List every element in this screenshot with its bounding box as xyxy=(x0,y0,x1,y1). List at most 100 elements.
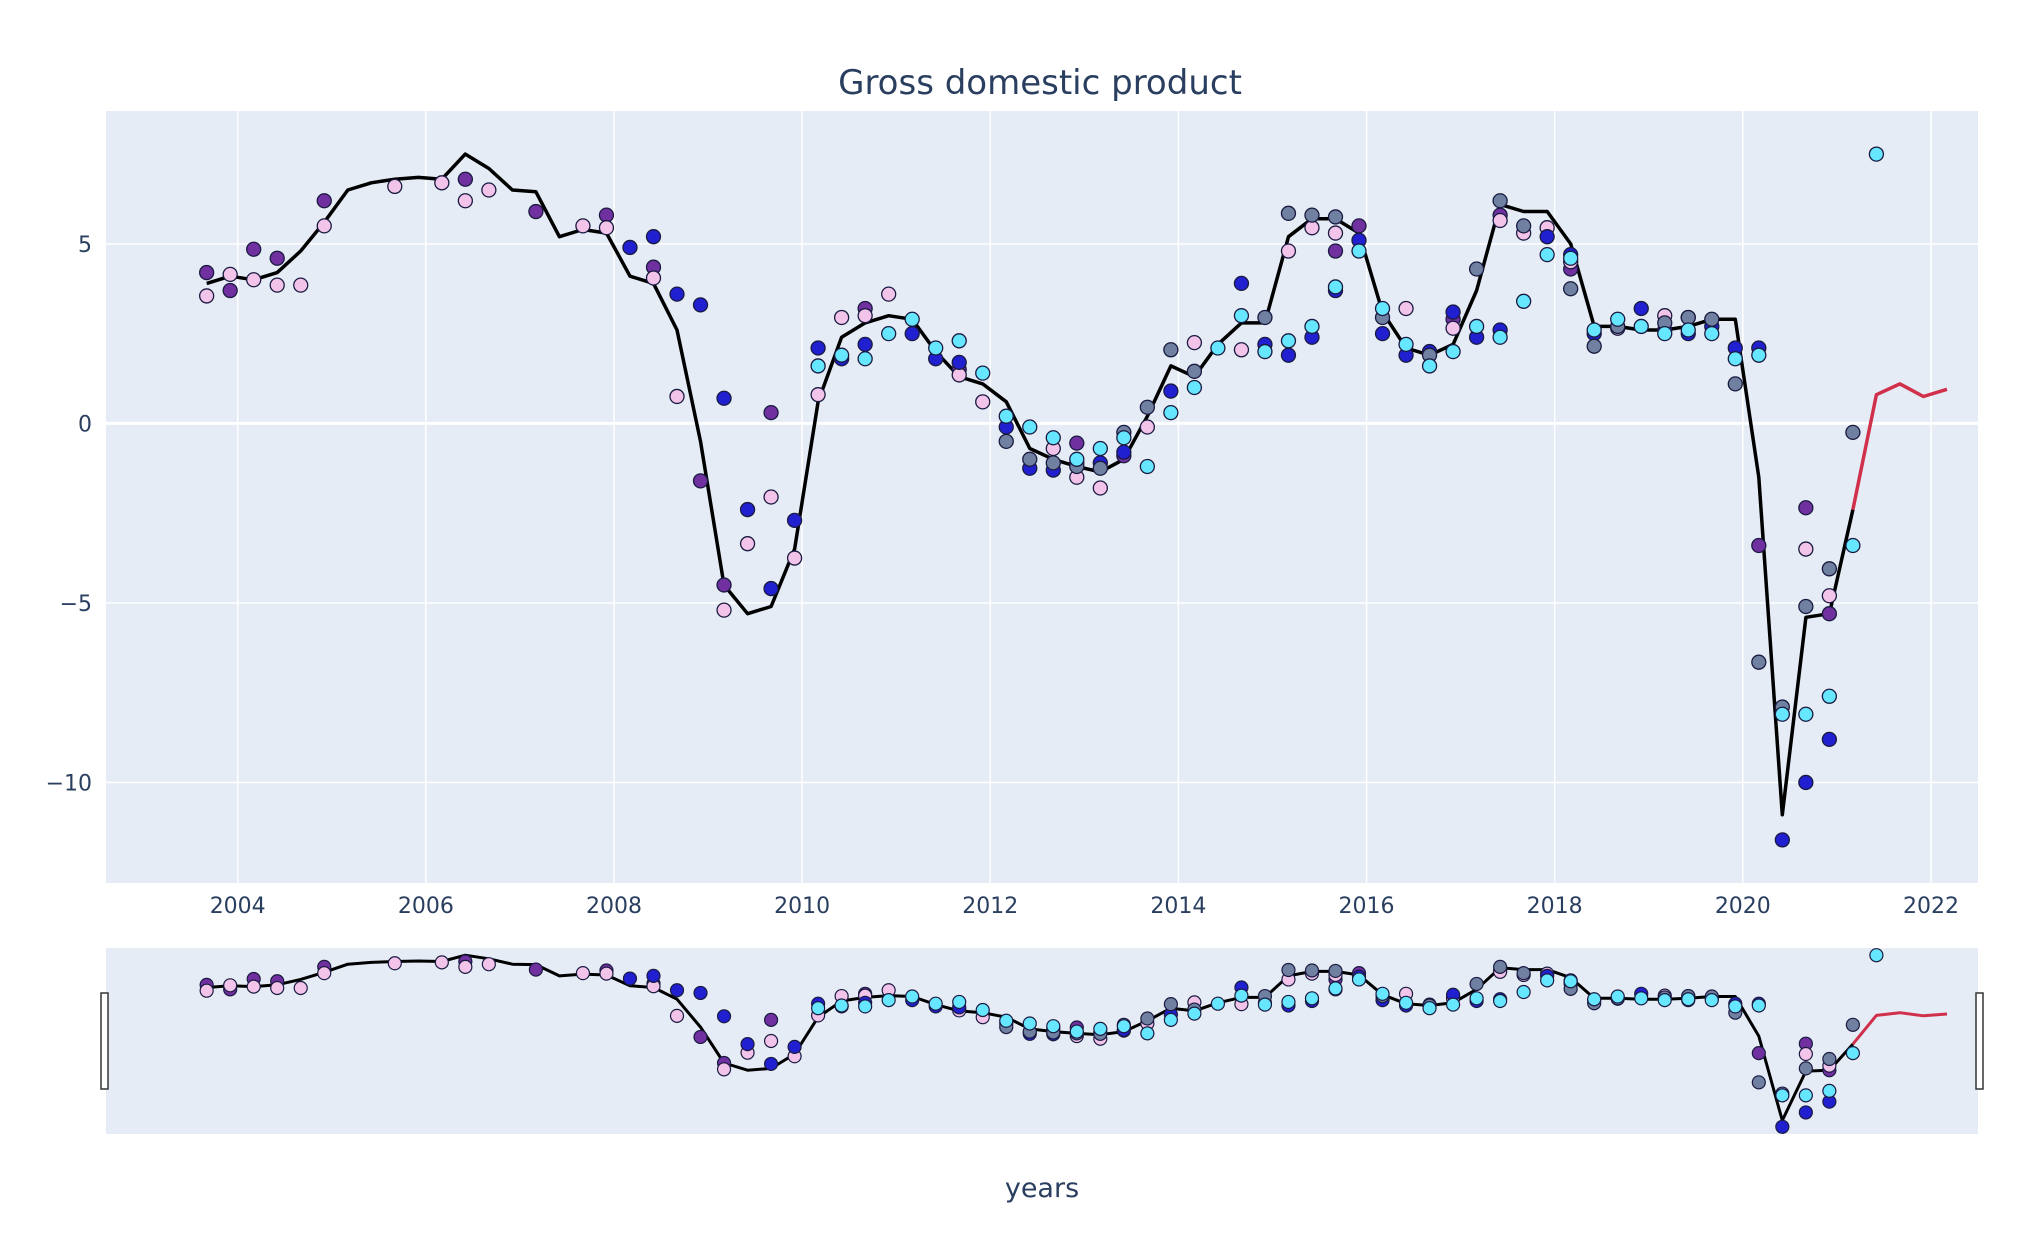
vintage-3-point[interactable] xyxy=(1233,275,1250,292)
vintage-1-point[interactable] xyxy=(457,171,473,187)
vintage-5-point[interactable] xyxy=(1139,458,1156,475)
vintage-3-point[interactable] xyxy=(786,512,803,528)
vintage-3-point[interactable] xyxy=(716,390,732,406)
vintage-5-point[interactable] xyxy=(1704,325,1720,342)
vintage-3-point[interactable] xyxy=(645,229,662,245)
vintage-1-point[interactable] xyxy=(1069,435,1085,451)
vintage-5-point[interactable] xyxy=(1257,343,1273,360)
vintage-2-point[interactable] xyxy=(293,277,309,293)
main-plot-area[interactable] xyxy=(106,111,1978,883)
vintage-2-point[interactable] xyxy=(1327,225,1344,241)
vintage-2-point[interactable] xyxy=(246,272,262,288)
vintage-4-point[interactable] xyxy=(1045,455,1061,471)
vintage-3-point[interactable] xyxy=(1539,229,1555,245)
vintage-5-point[interactable] xyxy=(1633,318,1649,335)
vintage-2-point[interactable] xyxy=(716,602,732,618)
vintage-5-point[interactable] xyxy=(1539,246,1555,263)
vintage-5-point[interactable] xyxy=(1468,318,1485,335)
vintage-5-point[interactable] xyxy=(881,325,897,342)
vintage-3-point[interactable] xyxy=(951,354,967,370)
vintage-4-point[interactable] xyxy=(1139,399,1156,415)
vintage-2-point[interactable] xyxy=(1233,342,1250,358)
vintage-5-point[interactable] xyxy=(1421,358,1438,374)
vintage-3-point[interactable] xyxy=(622,239,638,256)
vintage-4-point[interactable] xyxy=(1680,309,1696,326)
vintage-3-point[interactable] xyxy=(1163,383,1179,399)
vintage-3-point[interactable] xyxy=(1445,304,1461,320)
vintage-1-point[interactable] xyxy=(1751,537,1767,554)
vintage-5-point[interactable] xyxy=(1868,146,1885,162)
range-slider-left-handle[interactable] xyxy=(100,992,109,1090)
vintage-2-point[interactable] xyxy=(222,266,238,283)
vintage-5-point[interactable] xyxy=(1515,293,1532,309)
vintage-1-point[interactable] xyxy=(716,577,732,593)
vintage-5-point[interactable] xyxy=(1045,430,1061,446)
vintage-1-point[interactable] xyxy=(598,207,615,223)
vintage-1-point[interactable] xyxy=(1821,606,1838,622)
vintage-5-point[interactable] xyxy=(1233,308,1250,324)
vintage-4-point[interactable] xyxy=(1751,654,1767,670)
vintage-2-point[interactable] xyxy=(1798,541,1814,557)
vintage-2-point[interactable] xyxy=(457,193,473,209)
vintage-2-point[interactable] xyxy=(269,277,285,293)
vintage-4-point[interactable] xyxy=(1492,193,1508,209)
vintage-2-point[interactable] xyxy=(1445,320,1461,336)
vintage-3-point[interactable] xyxy=(763,580,779,597)
vintage-4-point[interactable] xyxy=(1515,218,1532,234)
vintage-5-point[interactable] xyxy=(1798,706,1814,722)
vintage-2-point[interactable] xyxy=(598,220,615,236)
vintage-1-point[interactable] xyxy=(269,250,285,266)
vintage-5-point[interactable] xyxy=(1116,430,1132,446)
vintage-5-point[interactable] xyxy=(1610,311,1626,327)
vintage-2-point[interactable] xyxy=(1492,212,1508,229)
vintage-3-point[interactable] xyxy=(1821,731,1838,748)
vintage-2-point[interactable] xyxy=(857,308,873,324)
vintage-2-point[interactable] xyxy=(481,182,497,198)
vintage-4-point[interactable] xyxy=(1727,376,1743,392)
vintage-5-point[interactable] xyxy=(975,365,991,381)
vintage-2-point[interactable] xyxy=(1186,334,1203,351)
vintage-1-point[interactable] xyxy=(316,193,332,209)
vintage-2-point[interactable] xyxy=(1304,220,1320,236)
vintage-4-point[interactable] xyxy=(1704,311,1720,327)
vintage-2-point[interactable] xyxy=(1398,300,1414,317)
vintage-4-point[interactable] xyxy=(1022,451,1038,467)
vintage-2-point[interactable] xyxy=(786,550,803,566)
vintage-2-point[interactable] xyxy=(810,387,826,403)
vintage-5-point[interactable] xyxy=(1022,419,1038,435)
range-slider-right-handle[interactable] xyxy=(1975,992,1984,1090)
vintage-5-point[interactable] xyxy=(1680,322,1696,338)
vintage-2-point[interactable] xyxy=(199,288,215,304)
vintage-5-point[interactable] xyxy=(1069,451,1085,467)
vintage-4-point[interactable] xyxy=(1163,342,1179,358)
vintage-5-point[interactable] xyxy=(1845,537,1861,554)
vintage-2-point[interactable] xyxy=(881,286,897,302)
vintage-4-point[interactable] xyxy=(1280,205,1297,221)
vintage-5-point[interactable] xyxy=(1092,440,1108,457)
vintage-5-point[interactable] xyxy=(951,333,967,349)
vintage-3-point[interactable] xyxy=(1374,325,1391,342)
vintage-4-point[interactable] xyxy=(1798,598,1814,615)
vintage-2-point[interactable] xyxy=(833,309,850,326)
vintage-1-point[interactable] xyxy=(199,264,215,281)
vintage-2-point[interactable] xyxy=(669,388,685,405)
vintage-3-point[interactable] xyxy=(1774,832,1790,848)
vintage-3-point[interactable] xyxy=(1798,774,1814,791)
vintage-2-point[interactable] xyxy=(739,536,756,552)
vintage-5-point[interactable] xyxy=(1398,336,1414,353)
vintage-3-point[interactable] xyxy=(692,297,709,313)
vintage-2-point[interactable] xyxy=(575,218,591,234)
vintage-5-point[interactable] xyxy=(857,351,873,367)
vintage-5-point[interactable] xyxy=(1657,325,1673,342)
vintage-2-point[interactable] xyxy=(1092,480,1108,496)
vintage-5-point[interactable] xyxy=(1327,279,1344,295)
vintage-4-point[interactable] xyxy=(1586,338,1602,354)
vintage-5-point[interactable] xyxy=(1186,379,1203,396)
vintage-3-point[interactable] xyxy=(669,286,685,302)
vintage-5-point[interactable] xyxy=(1351,243,1367,259)
vintage-5-point[interactable] xyxy=(833,347,850,363)
vintage-5-point[interactable] xyxy=(1445,343,1461,360)
vintage-2-point[interactable] xyxy=(434,175,450,191)
vintage-5-point[interactable] xyxy=(928,340,944,356)
vintage-5-point[interactable] xyxy=(904,311,920,327)
